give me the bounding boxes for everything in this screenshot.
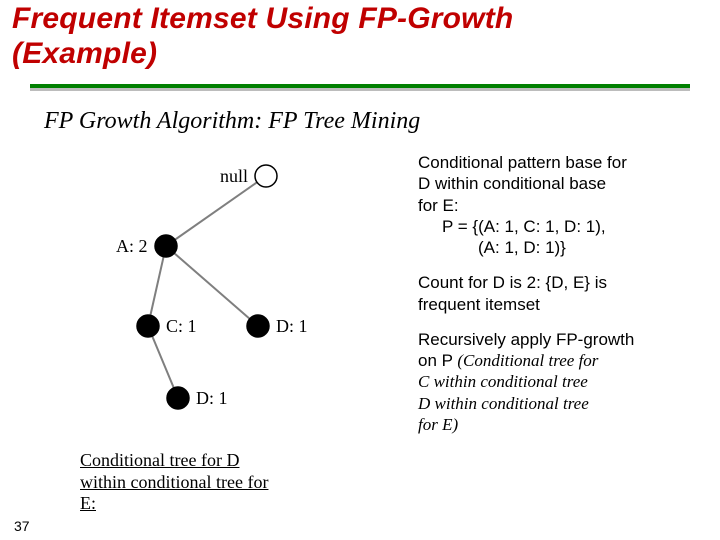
tree-node (155, 235, 177, 257)
title-divider (30, 84, 690, 92)
p3-line5: for E) (418, 414, 710, 435)
title-line-2: (Example) (12, 37, 157, 70)
p3-line2-sans: on P (418, 351, 457, 370)
tree-edge (166, 246, 258, 326)
tree-node-label: D: 1 (196, 388, 228, 408)
p3-line3: C within conditional tree (418, 371, 710, 392)
p2-line1: Count for D is 2: {D, E} is (418, 272, 710, 293)
p1-line3: for E: (418, 195, 710, 216)
tree-edge (166, 176, 266, 246)
p2-line2: frequent itemset (418, 294, 710, 315)
p1-line4: P = {(A: 1, C: 1, D: 1), (418, 216, 710, 237)
caption-line-2: within conditional tree for (80, 472, 268, 492)
p3-line4: D within conditional tree (418, 393, 710, 414)
caption-line-1: Conditional tree for D (80, 450, 239, 470)
explanation-text: Conditional pattern base for D within co… (418, 152, 710, 449)
caption-line-3: E: (80, 493, 96, 513)
title-line-1: Frequent Itemset Using FP-Growth (12, 2, 513, 35)
p3-line1: Recursively apply FP-growth (418, 329, 710, 350)
tree-node-label: A: 2 (116, 236, 148, 256)
p1-line2: D within conditional base (418, 173, 710, 194)
p1-line5: (A: 1, D: 1)} (418, 237, 710, 258)
p1-line1: Conditional pattern base for (418, 152, 710, 173)
tree-node (255, 165, 277, 187)
tree-node-label: C: 1 (166, 316, 197, 336)
paragraph-count: Count for D is 2: {D, E} is frequent ite… (418, 272, 710, 315)
slide-number: 37 (14, 518, 30, 534)
divider-shadow (30, 88, 690, 91)
tree-edge (148, 246, 166, 326)
tree-node-label: D: 1 (276, 316, 308, 336)
tree-node (247, 315, 269, 337)
fp-tree-diagram: null A: 2 C: 1 D: 1 D: 1 (60, 150, 380, 430)
tree-node (137, 315, 159, 337)
paragraph-conditional-base: Conditional pattern base for D within co… (418, 152, 710, 258)
p3-line2-serif: (Conditional tree for (457, 351, 598, 370)
page-title: Frequent Itemset Using FP-Growth (Exampl… (12, 2, 513, 71)
p3-line2: on P (Conditional tree for (418, 350, 710, 371)
tree-node-label: null (220, 166, 248, 186)
tree-node (167, 387, 189, 409)
paragraph-recursive: Recursively apply FP-growth on P (Condit… (418, 329, 710, 435)
subtitle: FP Growth Algorithm: FP Tree Mining (44, 108, 420, 135)
tree-caption: Conditional tree for D within conditiona… (80, 450, 268, 515)
